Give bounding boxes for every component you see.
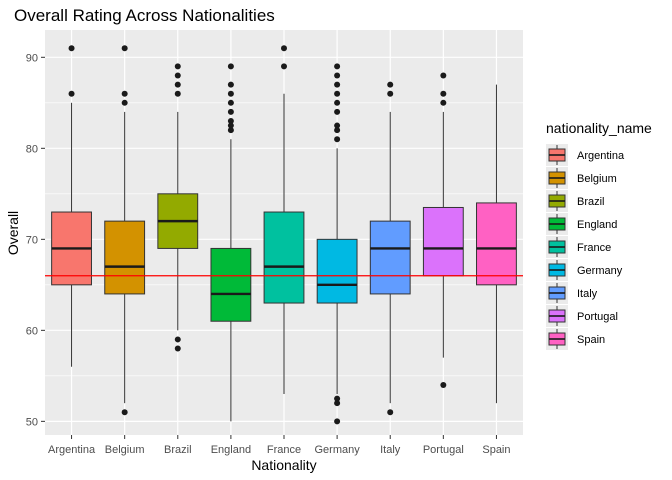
outlier-point [68, 90, 75, 97]
box-iqr [104, 220, 146, 295]
legend: nationality_name Argentina Belgium Brazil E… [546, 120, 652, 350]
y-tick-label: 80 [26, 143, 38, 155]
outlier-point [334, 400, 341, 407]
box-iqr [210, 247, 252, 322]
box-iqr [476, 202, 517, 286]
box-argentina [51, 45, 92, 367]
box-spain [476, 84, 517, 404]
y-tick-label: 50 [26, 416, 38, 428]
x-tick-label: England [211, 444, 251, 456]
outlier-point [334, 72, 341, 79]
x-axis: Argentina Belgium Brazil England France Germa… [48, 435, 511, 456]
legend-label: Brazil [577, 196, 605, 208]
outlier-point [440, 99, 447, 106]
box-iqr [263, 211, 305, 304]
outlier-point [174, 81, 181, 88]
x-axis-title: Nationality [251, 457, 316, 473]
outlier-point [174, 72, 181, 79]
outlier-point [334, 90, 341, 97]
outlier-point [174, 90, 181, 97]
outlier-point [227, 127, 234, 134]
x-tick-label: Germany [314, 444, 360, 456]
box-portugal [422, 72, 464, 388]
legend-label: Spain [577, 334, 605, 346]
outlier-point [334, 63, 341, 70]
y-tick-label: 70 [26, 234, 38, 246]
legend-item-germany: Germany [546, 259, 623, 281]
legend-item-portugal: Portugal [546, 305, 618, 327]
box-belgium [104, 45, 146, 416]
box-germany [316, 63, 358, 425]
box-england [210, 63, 252, 422]
box-france [263, 45, 305, 395]
outlier-point [281, 45, 287, 52]
outlier-point [281, 63, 287, 70]
x-tick-label: Italy [380, 444, 401, 456]
outlier-point [227, 108, 234, 115]
outlier-point [334, 136, 341, 143]
outlier-point [121, 409, 128, 416]
box-iqr [369, 220, 411, 295]
outlier-point [334, 418, 341, 425]
outlier-point [121, 99, 128, 106]
legend-item-brazil: Brazil [546, 190, 605, 212]
outlier-point [387, 409, 394, 416]
chart-title: Overall Rating Across Nationalities [14, 6, 275, 25]
legend-item-england: England [546, 213, 617, 235]
box-brazil [157, 63, 199, 352]
outlier-point [334, 122, 341, 129]
outlier-point [227, 118, 234, 125]
y-axis-title: Overall [5, 211, 21, 255]
box-iqr [422, 206, 464, 277]
legend-item-spain: Spain [546, 328, 605, 350]
legend-item-belgium: Belgium [546, 167, 617, 189]
y-tick-label: 60 [26, 325, 38, 337]
outlier-point [227, 99, 234, 106]
legend-label: Portugal [577, 311, 618, 323]
box-iqr [316, 238, 358, 304]
outlier-point [440, 72, 447, 79]
legend-label: France [577, 242, 611, 254]
y-axis: 50 60 70 80 90 [26, 52, 45, 428]
outlier-point [227, 90, 234, 97]
legend-item-france: France [546, 236, 611, 258]
legend-label: Italy [577, 288, 598, 300]
legend-item-italy: Italy [546, 282, 598, 304]
x-tick-label: Portugal [423, 444, 464, 456]
outlier-point [227, 81, 234, 88]
legend-label: Belgium [577, 173, 617, 185]
outlier-point [174, 336, 181, 343]
x-tick-label: Argentina [48, 444, 96, 456]
outlier-point [174, 345, 181, 352]
outlier-point [387, 81, 394, 88]
outlier-point [440, 90, 447, 97]
outlier-point [227, 63, 234, 70]
outlier-point [68, 45, 75, 52]
outlier-point [334, 99, 341, 106]
x-tick-label: France [267, 444, 301, 456]
box-italy [369, 81, 411, 416]
outlier-point [387, 90, 394, 97]
legend-label: Argentina [577, 150, 625, 162]
outlier-point [334, 108, 341, 115]
x-tick-label: Brazil [164, 444, 192, 456]
outlier-point [121, 90, 128, 97]
outlier-point [227, 122, 234, 129]
x-tick-label: Spain [482, 444, 510, 456]
outlier-point [334, 395, 341, 402]
outlier-point [174, 63, 181, 70]
x-tick-label: Belgium [105, 444, 145, 456]
outlier-point [440, 381, 447, 388]
legend-title: nationality_name [546, 120, 652, 136]
legend-label: England [577, 219, 617, 231]
legend-label: Germany [577, 265, 623, 277]
outlier-point [121, 45, 128, 52]
legend-item-argentina: Argentina [546, 144, 625, 166]
y-tick-label: 90 [26, 52, 38, 64]
outlier-point [334, 127, 341, 134]
outlier-point [334, 81, 341, 88]
boxes-layer [51, 45, 517, 425]
